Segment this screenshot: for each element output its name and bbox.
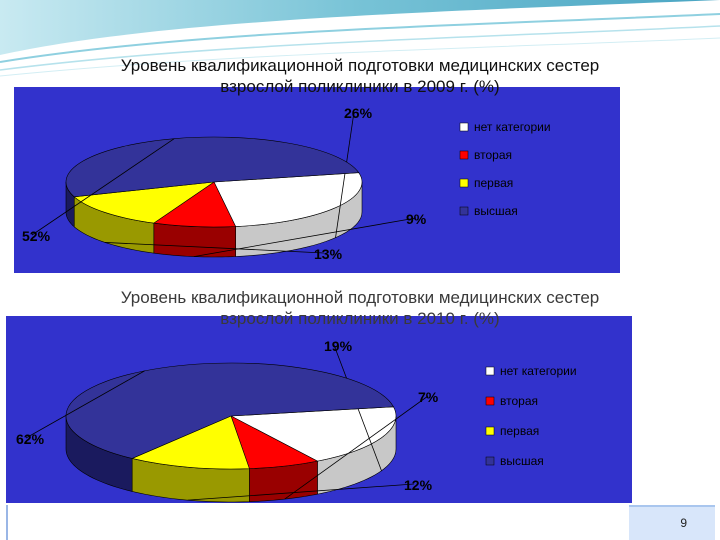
pie-slice-высшая — [65, 136, 360, 198]
legend-label-высшая: высшая — [500, 454, 544, 468]
legend-swatch-вторая — [459, 150, 469, 160]
chart-title-2009: Уровень квалификационной подготовки меди… — [120, 56, 600, 96]
data-label-leader-line — [193, 217, 417, 257]
data-label-высшая: 62% — [16, 431, 45, 447]
footer-left-rule — [6, 505, 8, 540]
legend-label-вторая: вторая — [474, 148, 512, 162]
chart-panel-2010: 19% 7% 12% 62% нет категории вторая первая высш… — [6, 316, 632, 520]
data-label-leader-line — [25, 370, 145, 439]
data-label-первая: 12% — [404, 477, 433, 493]
data-label-вторая: 7% — [418, 389, 439, 405]
data-label-leader-line — [187, 483, 415, 501]
pie-slice-нет-категории — [213, 172, 363, 227]
legend-swatch-нет-категории — [485, 366, 495, 376]
page-number-box: 9 — [629, 505, 715, 540]
legend-swatch-нет-категории — [459, 122, 469, 132]
pie-slice-первая — [131, 415, 250, 470]
legend-swatch-первая — [459, 178, 469, 188]
chart-panel-2009: 26% 9% 13% 52% нет категории вторая первая высш… — [14, 87, 620, 273]
legend-swatch-первая — [485, 426, 495, 436]
legend-label-первая: первая — [474, 176, 513, 190]
data-label-нет-категории: 26% — [344, 105, 373, 121]
chart-title-2010: Уровень квалификационной подготовки меди… — [120, 288, 600, 328]
legend-swatch-вторая — [485, 396, 495, 406]
pie-chart-2010: 19% 7% 12% 62% нет категории вторая первая высш… — [16, 338, 577, 503]
header-swoosh-decoration — [0, 0, 720, 77]
legend-label-нет-категории: нет категории — [474, 120, 551, 134]
data-label-высшая: 52% — [22, 228, 51, 244]
pie-slice-вторая — [152, 181, 237, 228]
pie-slice-высшая — [65, 362, 394, 459]
pie-slice-первая — [73, 181, 215, 224]
legend-label-первая: первая — [500, 424, 539, 438]
page-number: 9 — [680, 516, 687, 530]
data-label-первая: 13% — [314, 246, 343, 262]
slide-footer — [0, 503, 720, 540]
legend-swatch-высшая — [459, 206, 469, 216]
pie-chart-2009: 26% 9% 13% 52% нет категории вторая первая высш… — [22, 105, 551, 262]
data-label-leader-line — [31, 138, 175, 236]
legend-label-нет-категории: нет категории — [500, 364, 577, 378]
data-label-leader-line — [284, 395, 429, 500]
data-label-вторая: 9% — [406, 211, 427, 227]
data-label-leader-line — [335, 111, 355, 238]
data-label-leader-line — [105, 242, 325, 254]
pie-side-вторая — [153, 222, 236, 258]
legend-swatch-высшая — [485, 456, 495, 466]
legend-label-вторая: вторая — [500, 394, 538, 408]
data-label-нет-категории: 19% — [324, 338, 353, 354]
legend-label-высшая: высшая — [474, 204, 518, 218]
pie-slice-нет-категории — [229, 406, 397, 462]
